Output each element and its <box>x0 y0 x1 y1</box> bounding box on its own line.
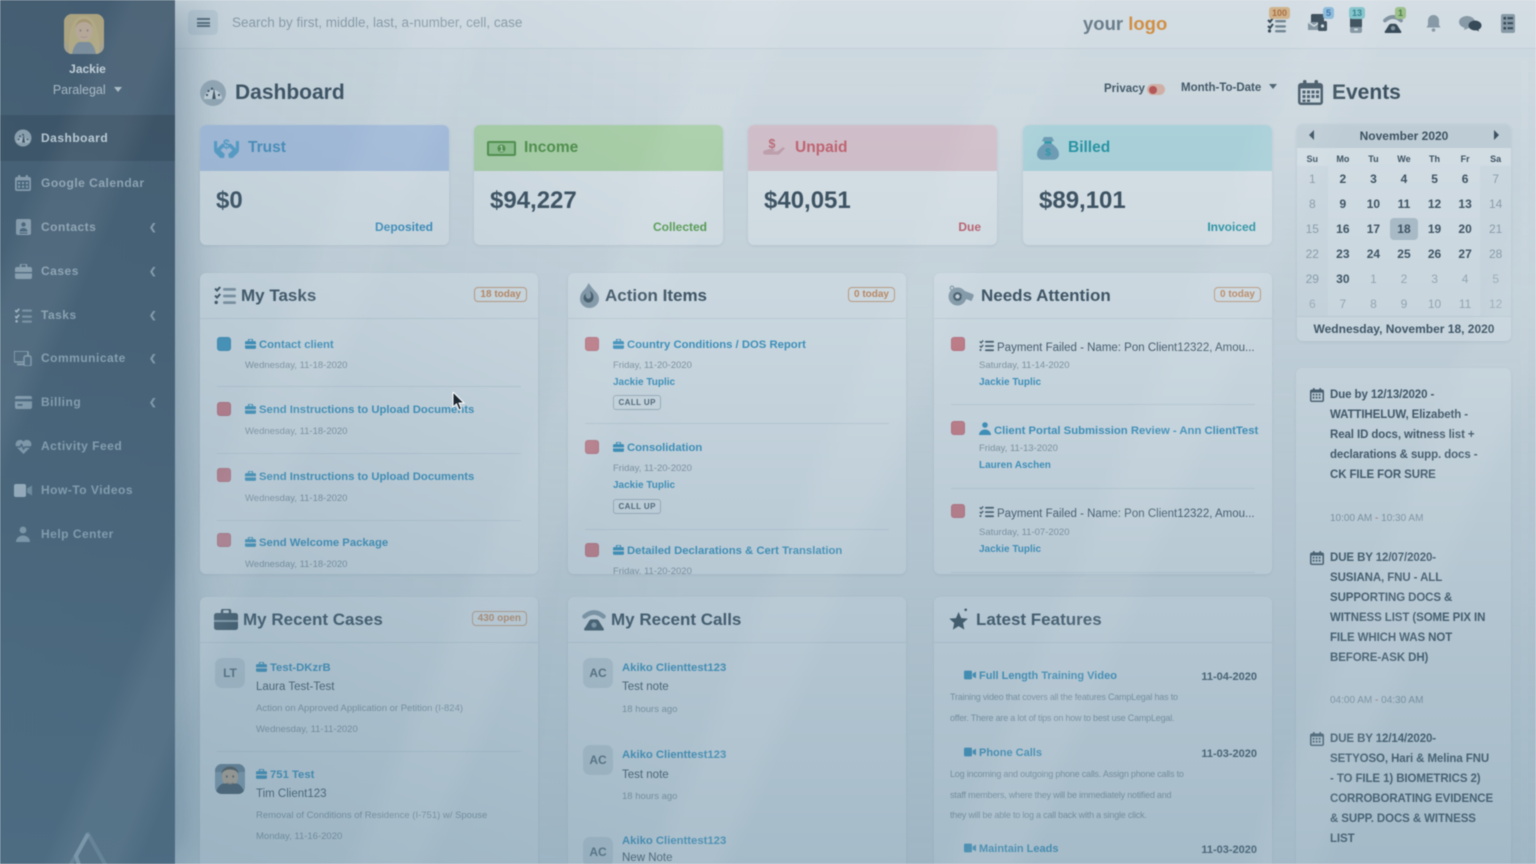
svg-text:$: $ <box>1045 148 1051 159</box>
svg-text:$: $ <box>769 137 776 151</box>
svg-text:1: 1 <box>499 144 504 153</box>
